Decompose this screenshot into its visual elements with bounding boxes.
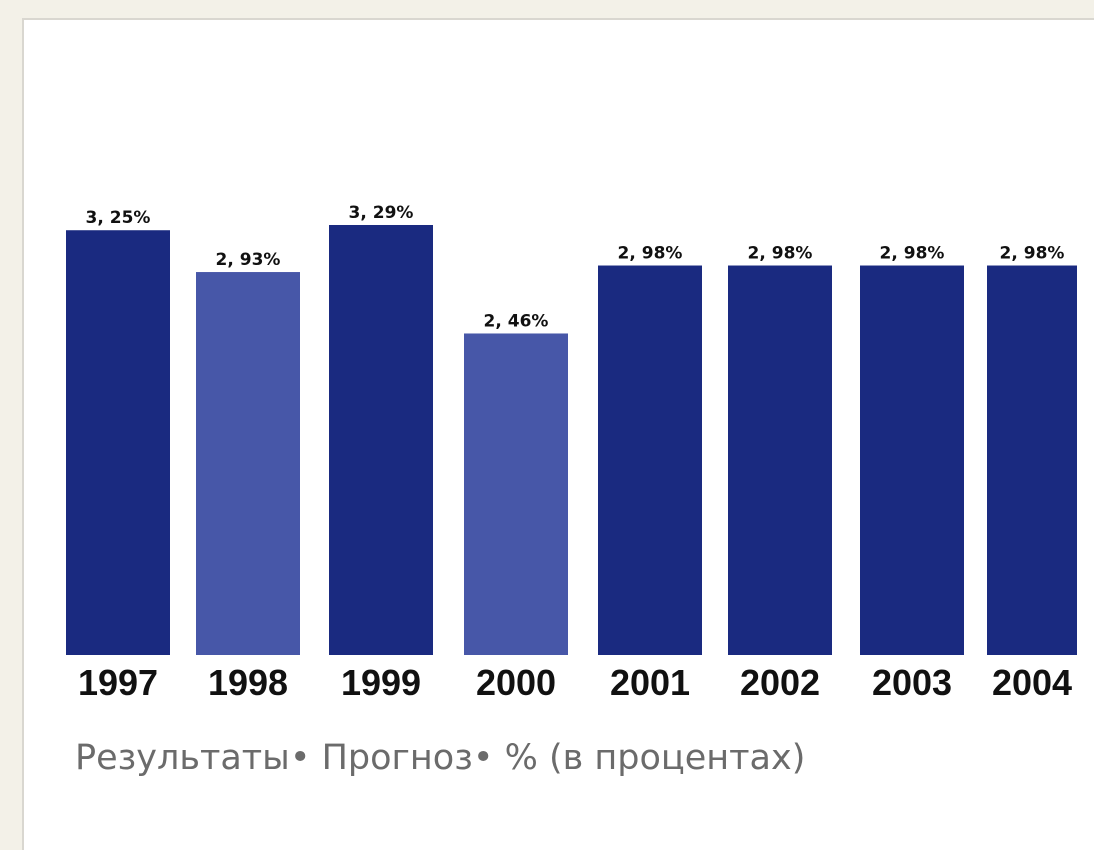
- chart-caption: Результаты• Прогноз• % (в процентах): [75, 738, 806, 778]
- value-label-2002: 2, 98%: [748, 244, 813, 264]
- bar-2000: [464, 333, 568, 655]
- category-label-2000: 2000: [476, 662, 556, 703]
- value-label-1997: 3, 25%: [86, 208, 151, 228]
- value-label-2001: 2, 98%: [618, 244, 683, 264]
- category-label-2004: 2004: [992, 662, 1072, 703]
- bar-1999: [329, 224, 433, 655]
- category-label-2003: 2003: [872, 662, 952, 703]
- value-label-1999: 3, 29%: [349, 203, 414, 223]
- value-label-2000: 2, 46%: [484, 311, 549, 331]
- bar-2002: [728, 265, 832, 655]
- value-label-1998: 2, 93%: [216, 250, 281, 270]
- bar-2004: [987, 265, 1077, 655]
- value-label-2004: 2, 98%: [1000, 244, 1065, 264]
- bar-2003: [860, 265, 964, 655]
- category-label-1998: 1998: [208, 662, 288, 703]
- bar-2001: [598, 265, 702, 655]
- bar-1998: [196, 272, 300, 655]
- category-label-1999: 1999: [341, 662, 421, 703]
- category-label-2001: 2001: [610, 662, 690, 703]
- category-label-1997: 1997: [78, 662, 158, 703]
- value-label-2003: 2, 98%: [880, 244, 945, 264]
- bar-1997: [66, 230, 170, 655]
- category-label-2002: 2002: [740, 662, 820, 703]
